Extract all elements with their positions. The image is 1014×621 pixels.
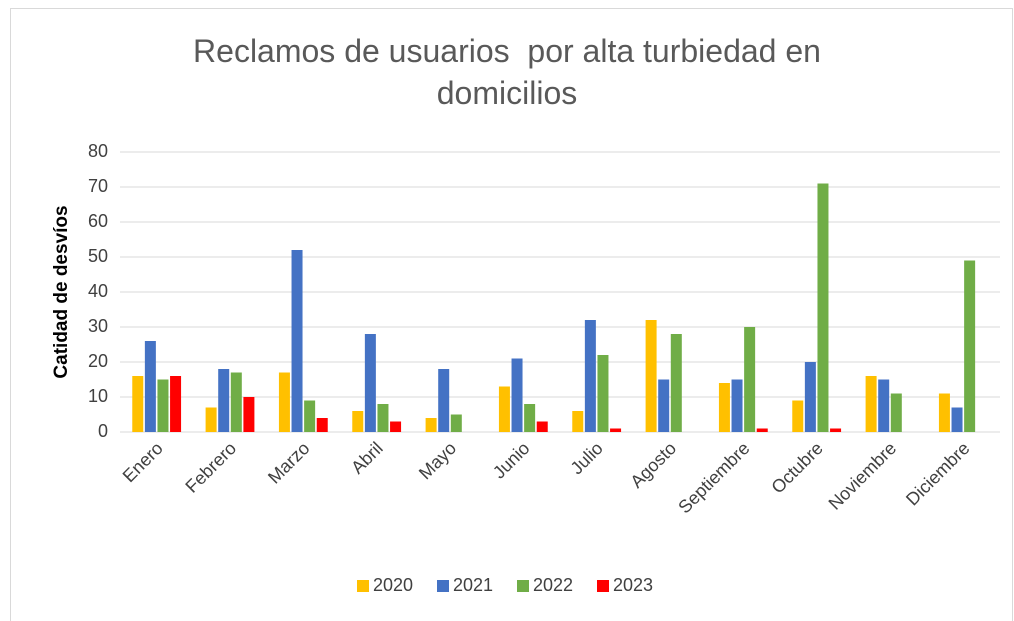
x-tick-label: Octubre <box>767 438 826 497</box>
bar <box>830 428 842 432</box>
bar <box>170 376 182 432</box>
bar <box>511 358 523 432</box>
legend-swatch <box>437 580 449 592</box>
y-tick-label: 10 <box>88 386 108 406</box>
bar <box>425 418 437 432</box>
bar <box>572 411 584 432</box>
bar <box>756 428 768 432</box>
bar <box>658 379 670 432</box>
y-tick-label: 0 <box>98 421 108 441</box>
x-tick-label: Agosto <box>626 438 680 492</box>
bar <box>964 260 976 432</box>
bar <box>291 250 303 432</box>
bar <box>536 421 548 432</box>
bar <box>610 428 622 432</box>
bar <box>597 355 609 432</box>
bar <box>744 327 756 432</box>
bar <box>804 362 816 432</box>
bar <box>144 341 156 432</box>
x-tick-label: Mayo <box>415 438 460 483</box>
bar <box>498 386 510 432</box>
bar <box>584 320 596 432</box>
bar <box>157 379 169 432</box>
bar <box>205 407 217 432</box>
bar <box>316 418 328 432</box>
bar <box>938 393 950 432</box>
x-tick-label: Abril <box>347 438 387 478</box>
y-tick-label: 20 <box>88 351 108 371</box>
bar <box>450 414 462 432</box>
x-tick-label: Diciembre <box>902 438 973 509</box>
legend-label: 2020 <box>373 575 413 595</box>
y-tick-label: 40 <box>88 281 108 301</box>
bar <box>377 404 389 432</box>
y-tick-label: 80 <box>88 141 108 161</box>
chart-title: Reclamos de usuarios por alta turbiedad … <box>193 33 830 111</box>
x-tick-label: Febrero <box>181 438 240 497</box>
bar <box>132 376 144 432</box>
bar <box>645 320 657 432</box>
x-tick-label: Enero <box>119 438 167 486</box>
bar <box>278 372 290 432</box>
y-tick-label: 60 <box>88 211 108 231</box>
x-tick-label: Julio <box>567 438 607 478</box>
bar <box>718 383 730 432</box>
bar <box>364 334 376 432</box>
y-axis-label: Catidad de desvíos <box>51 205 72 378</box>
legend-swatch <box>597 580 609 592</box>
bar <box>890 393 902 432</box>
legend-label: 2022 <box>533 575 573 595</box>
chart-border <box>10 8 1013 621</box>
bar <box>865 376 877 432</box>
legend-label: 2021 <box>453 575 493 595</box>
y-tick-label: 50 <box>88 246 108 266</box>
bar <box>792 400 804 432</box>
x-tick-label: Septiembre <box>674 438 753 517</box>
y-tick-label: 30 <box>88 316 108 336</box>
bar <box>670 334 682 432</box>
x-tick-label: Marzo <box>264 438 314 488</box>
x-tick-label: Noviembre <box>825 438 901 514</box>
bar <box>390 421 402 432</box>
legend-swatch <box>357 580 369 592</box>
bar <box>218 369 230 432</box>
bar <box>524 404 536 432</box>
x-tick-label: Junio <box>489 438 534 483</box>
y-tick-label: 70 <box>88 176 108 196</box>
bar <box>817 183 829 432</box>
bar <box>230 372 242 432</box>
bar <box>243 397 255 432</box>
bar <box>878 379 890 432</box>
bar <box>304 400 316 432</box>
bar <box>352 411 364 432</box>
bar <box>438 369 450 432</box>
legend-label: 2023 <box>613 575 653 595</box>
legend-swatch <box>517 580 529 592</box>
bar <box>951 407 963 432</box>
bar <box>731 379 743 432</box>
